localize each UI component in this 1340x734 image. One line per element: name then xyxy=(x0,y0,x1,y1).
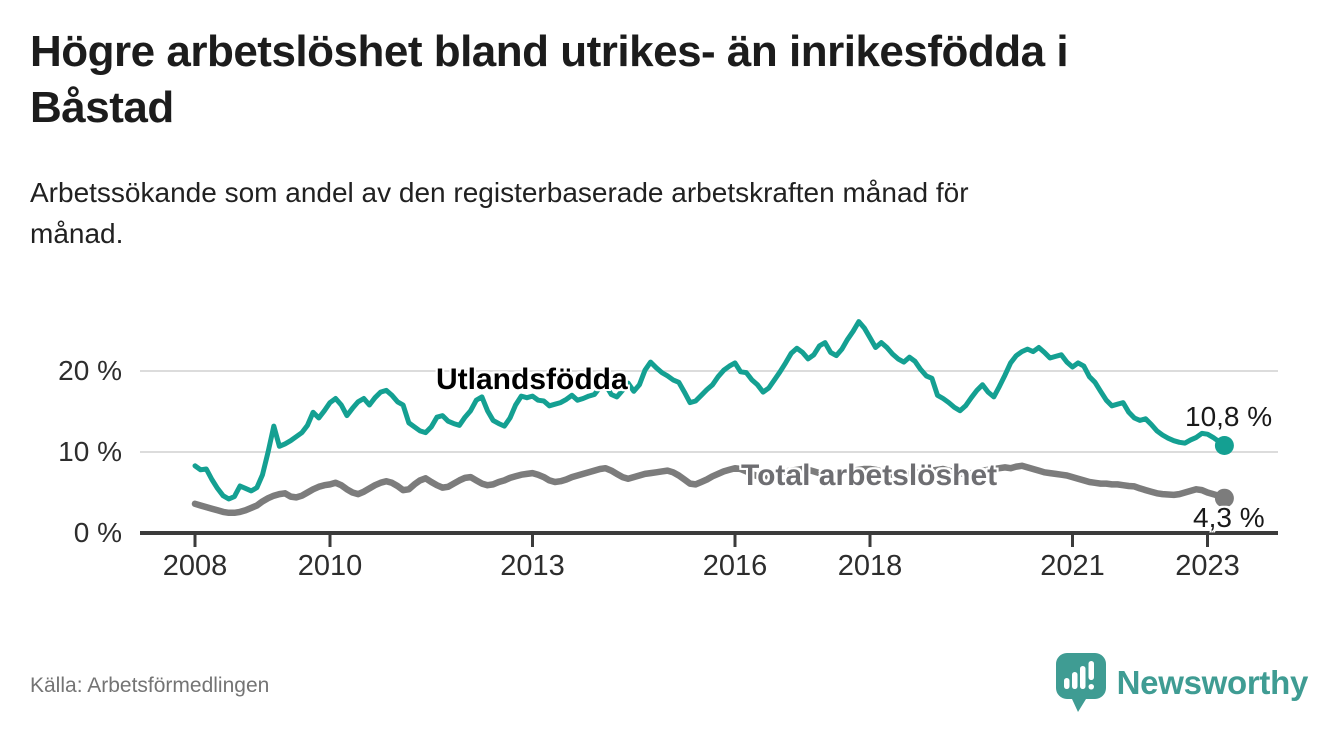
source-credit: Källa: Arbetsförmedlingen xyxy=(30,674,270,697)
x-tick-label: 2021 xyxy=(1040,550,1105,582)
x-tick-label: 2023 xyxy=(1175,550,1240,582)
subtitle-line-1: Arbetssökande som andel av den registerb… xyxy=(30,177,969,208)
end-value-label-total: 4,3 % xyxy=(1193,502,1265,533)
series-line-total-arbetsloshet xyxy=(191,462,1228,517)
chart-subtitle: Arbetssökande som andel av den registerb… xyxy=(30,172,969,254)
x-tick-label: 2010 xyxy=(297,550,363,582)
x-tick-label: 2018 xyxy=(837,550,903,582)
series-end-dot-utlandsfodda xyxy=(1214,436,1234,455)
x-tick-label: 2008 xyxy=(162,550,228,582)
y-tick-label: 20 % xyxy=(58,355,122,386)
title-line-2: Båstad xyxy=(30,83,174,132)
brand-name: Newsworthy xyxy=(1116,664,1309,701)
subtitle-line-2: månad. xyxy=(30,218,124,249)
newsworthy-bubble-icon xyxy=(1055,653,1106,712)
y-tick-label: 0 % xyxy=(73,517,122,548)
page-title: Högre arbetslöshet bland utrikes- än inr… xyxy=(30,24,1069,136)
series-label-total-arbetsloshet: Total arbetslöshet xyxy=(741,459,998,492)
end-value-label-utlandsfodda: 10,8 % xyxy=(1185,401,1273,432)
series-label-utlandsfodda: Utlandsfödda xyxy=(436,363,628,396)
series-end-dot-total-arbetsloshet xyxy=(1214,488,1234,508)
x-tick-label: 2016 xyxy=(702,550,768,582)
y-tick-label: 10 % xyxy=(58,436,122,467)
series-line-utlandsfodda xyxy=(192,319,1227,502)
x-tick-label: 2013 xyxy=(500,550,565,582)
brand-logo: Newsworthy xyxy=(1055,652,1309,714)
title-line-1: Högre arbetslöshet bland utrikes- än inr… xyxy=(30,27,1069,76)
